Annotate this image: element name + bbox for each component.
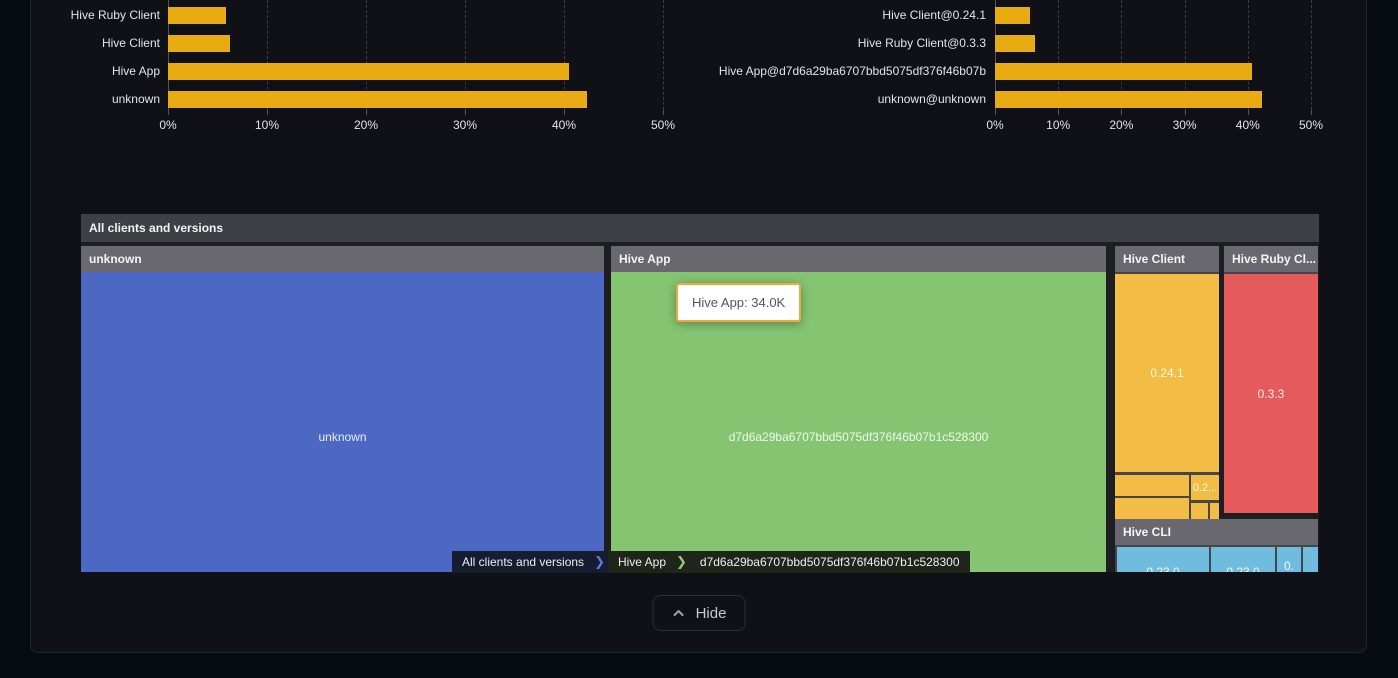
tick-mark [564, 110, 565, 115]
x-tick-label: 10% [254, 118, 280, 132]
treemap-section-unknown[interactable]: unknown unknown [81, 246, 604, 572]
treemap-breadcrumb: All clients and versions ❯ Hive App ❯ d7… [452, 551, 970, 573]
tick-mark [1184, 110, 1186, 115]
x-tick-label: 20% [353, 118, 379, 132]
x-tick-label: 10% [1046, 118, 1071, 132]
category-label: Hive App [111, 64, 160, 78]
x-tick-label: 50% [1298, 118, 1324, 132]
treemap-block-hive-cli-0[interactable]: 0. [1277, 547, 1301, 572]
x-tick-label: 50% [650, 118, 676, 132]
category-label: Hive Client@0.24.1 [882, 8, 986, 22]
treemap-block-hive-client-02[interactable]: 0.2... [1191, 475, 1219, 500]
bar-unknown-unknown[interactable] [995, 91, 1262, 108]
gridline [564, 0, 565, 110]
treemap-section-hive-ruby-client[interactable]: Hive Ruby Cl... 0.3.3 [1224, 246, 1318, 513]
treemap-block-hive-client-0241[interactable]: 0.24.1 [1115, 274, 1219, 472]
treemap-section-hive-app-header[interactable]: Hive App [611, 246, 1106, 272]
tick-mark [366, 110, 367, 115]
x-tick-label: 30% [452, 118, 478, 132]
chevron-up-icon [672, 606, 686, 620]
breadcrumb-item-hive-app[interactable]: Hive App [607, 551, 676, 573]
treemap-tooltip: Hive App: 34.0K [676, 283, 802, 322]
treemap-section-hive-cli[interactable]: Hive CLI 0.23.0 0.23.0 0. [1115, 519, 1318, 572]
gridline [1121, 0, 1123, 110]
bar-hive-app-d7d6a29ba6707bbd5075df376f46b07b[interactable] [995, 63, 1253, 80]
treemap-block-hive-app-version[interactable]: d7d6a29ba6707bbd5075df376f46b07b1c528300 [611, 272, 1106, 572]
gridline [465, 0, 466, 110]
category-label: unknown [111, 92, 160, 106]
x-tick-label: 40% [551, 118, 577, 132]
breadcrumb-item-version-hash[interactable]: d7d6a29ba6707bbd5075df376f46b07b1c528300 [689, 551, 970, 573]
treemap-block-hive-client-minor-3[interactable] [1191, 503, 1208, 519]
tick-mark [267, 110, 268, 115]
treemap-block-unknown[interactable]: unknown [81, 272, 604, 572]
chevron-right-icon: ❯ [594, 551, 608, 573]
bar-hive-ruby-client[interactable] [168, 7, 227, 24]
tick-mark [1311, 110, 1312, 115]
treemap-block-hive-cli-minor[interactable] [1303, 547, 1318, 572]
treemap-block-hive-cli-0230-a[interactable]: 0.23.0 [1117, 547, 1209, 572]
treemap-all-clients: All clients and versions unknown unknown… [81, 214, 1319, 572]
treemap-section-hive-client[interactable]: Hive Client 0.24.1 0.2... [1115, 246, 1219, 519]
tick-mark [465, 110, 466, 115]
x-tick-label: 0% [986, 118, 1004, 132]
category-label: Hive App@d7d6a29ba6707bbd5075df376f46b07… [718, 64, 986, 78]
treemap-title: All clients and versions [81, 214, 1319, 242]
x-tick-label: 30% [1172, 118, 1197, 132]
gridline [663, 0, 664, 110]
treemap-block-hive-client-minor-2[interactable] [1115, 498, 1189, 519]
treemap-section-unknown-header[interactable]: unknown [81, 246, 604, 272]
bar-hive-client-0-24-1[interactable] [995, 7, 1030, 24]
tick-mark [1247, 110, 1249, 115]
gridline [1184, 0, 1186, 110]
x-tick-label: 0% [159, 118, 177, 132]
gridline [168, 0, 169, 110]
x-tick-label: 40% [1235, 118, 1260, 132]
treemap-block-hive-client-minor-4[interactable] [1210, 503, 1219, 519]
bar-unknown[interactable] [168, 91, 587, 108]
treemap-section-hive-cli-header[interactable]: Hive CLI [1115, 519, 1318, 545]
category-label: Hive Ruby Client@0.3.3 [857, 36, 986, 50]
gridline [995, 0, 996, 110]
bar-hive-ruby-client-0-3-3[interactable] [995, 35, 1035, 52]
gridline [366, 0, 367, 110]
treemap-section-hive-client-header[interactable]: Hive Client [1115, 246, 1219, 272]
tick-mark [1058, 110, 1060, 115]
gridline [1311, 0, 1312, 110]
tick-mark [168, 110, 169, 115]
treemap-block-hive-client-minor-1[interactable] [1115, 475, 1189, 496]
treemap-block-hive-ruby-033[interactable]: 0.3.3 [1224, 274, 1318, 513]
tick-mark [1121, 110, 1123, 115]
gridline [1058, 0, 1060, 110]
gridline [1247, 0, 1249, 110]
category-label: Hive Ruby Client [70, 8, 160, 22]
tick-mark [995, 110, 996, 115]
treemap-section-hive-app[interactable]: Hive App d7d6a29ba6707bbd5075df376f46b07… [611, 246, 1106, 572]
breadcrumb-item-root[interactable]: All clients and versions [452, 551, 595, 573]
hide-button-label: Hide [695, 604, 727, 622]
treemap-block-hive-cli-0230-b[interactable]: 0.23.0 [1211, 547, 1275, 572]
category-label: unknown@unknown [877, 92, 986, 106]
treemap-section-hive-ruby-client-header[interactable]: Hive Ruby Cl... [1224, 246, 1318, 272]
bar-hive-app[interactable] [168, 63, 569, 80]
chevron-right-icon: ❯ [676, 551, 690, 573]
bar-hive-client[interactable] [168, 35, 231, 52]
gridline [267, 0, 268, 110]
tick-mark [663, 110, 664, 115]
x-tick-label: 20% [1109, 118, 1134, 132]
category-label: Hive Client [101, 36, 160, 50]
hide-button[interactable]: Hide [652, 595, 746, 631]
